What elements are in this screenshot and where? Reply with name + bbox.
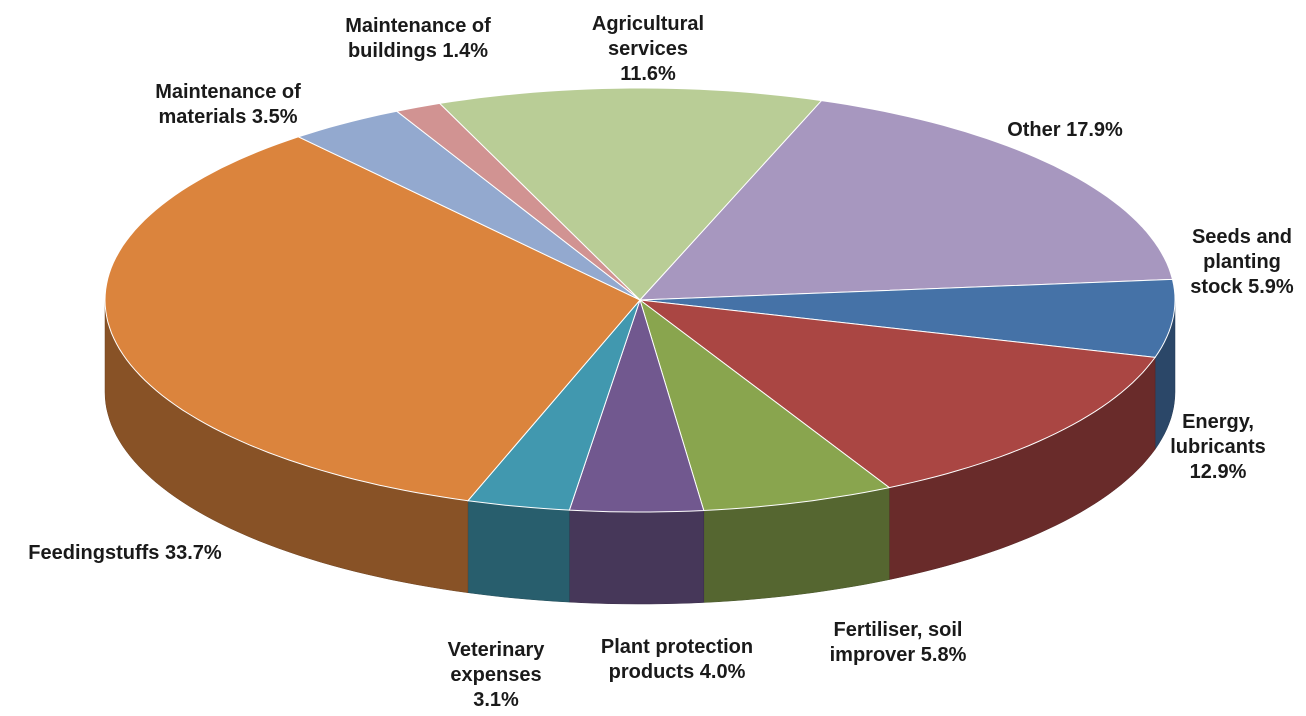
- category-label: Fertiliser, soil improver: [829, 619, 963, 666]
- slice: [438, 87, 823, 301]
- slice-label: Feedingstuffs 33.7%: [0, 541, 255, 566]
- value-label: 11.6%: [620, 63, 676, 85]
- slice-label: Energy, lubricants 12.9%: [1158, 410, 1278, 485]
- slice-side: [467, 500, 570, 603]
- slice-label: Seeds and planting stock 5.9%: [1177, 225, 1306, 300]
- value-label: 33.7%: [164, 542, 222, 564]
- slice-label: Plant protection products 4.0%: [597, 635, 757, 685]
- value-label: 12.9%: [1189, 461, 1247, 483]
- slice: [639, 278, 1176, 358]
- category-label: Other: [1007, 119, 1061, 141]
- value-label: 3.5%: [251, 106, 298, 128]
- category-label: Maintenance of buildings: [345, 15, 491, 62]
- slice-tops: [104, 87, 1176, 513]
- value-label: 17.9%: [1066, 119, 1123, 141]
- category-label: Agricultural services: [591, 13, 705, 60]
- slice: [638, 299, 1157, 489]
- slice-label: Agricultural services 11.6%: [578, 12, 718, 87]
- value-label: 3.1%: [473, 689, 519, 711]
- slice-label: Fertiliser, soil improver 5.8%: [808, 618, 988, 668]
- slice: [395, 102, 641, 301]
- value-label: 5.9%: [1248, 276, 1294, 298]
- slice-label: Maintenance of buildings 1.4%: [323, 14, 513, 64]
- value-label: 4.0%: [699, 661, 746, 683]
- value-label: 1.4%: [442, 40, 489, 62]
- slice: [104, 136, 641, 502]
- slice: [297, 110, 641, 301]
- category-label: Feedingstuffs: [28, 542, 160, 564]
- slice: [639, 298, 891, 512]
- category-label: Veterinary expenses: [447, 639, 545, 686]
- slice: [466, 299, 641, 511]
- value-label: 5.8%: [920, 644, 967, 666]
- category-label: Plant protection products: [600, 636, 754, 683]
- category-label: Maintenance of materials: [155, 81, 301, 128]
- slice-side: [569, 509, 705, 605]
- slice: [638, 100, 1174, 301]
- slice-label: Maintenance of materials 3.5%: [133, 80, 323, 130]
- category-label: Seeds and planting stock: [1190, 226, 1293, 298]
- slice-label: Other 17.9%: [965, 118, 1165, 143]
- category-label: Energy, lubricants: [1170, 411, 1266, 458]
- slice-label: Veterinary expenses 3.1%: [431, 638, 561, 713]
- slice: [568, 298, 705, 513]
